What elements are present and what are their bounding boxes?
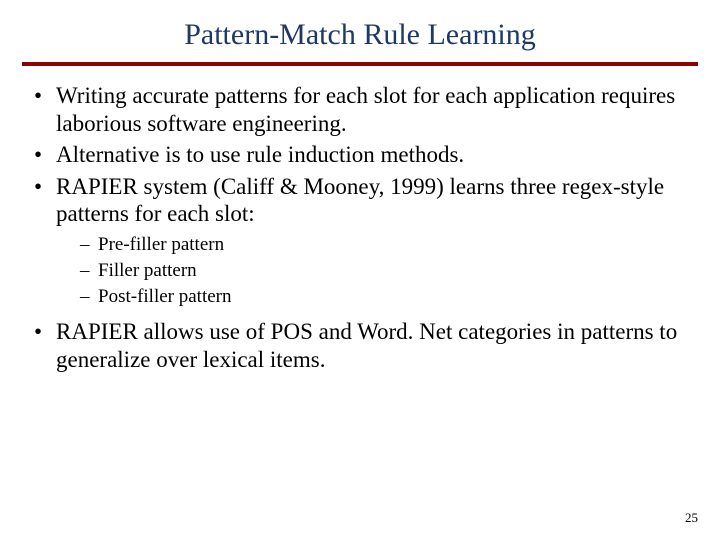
page-number: 25 xyxy=(685,510,698,526)
text-fragment: system (Califf & Mooney, 1999) learns th… xyxy=(56,174,664,227)
text-fragment: allows use of POS and Word. Net categori… xyxy=(56,319,677,372)
bullet-list: Writing accurate patterns for each slot … xyxy=(30,82,690,374)
smallcaps-text: APIER xyxy=(71,174,137,199)
bullet-text: RAPIER system (Califf & Mooney, 1999) le… xyxy=(56,174,664,227)
text-fragment: R xyxy=(56,319,71,344)
sub-bullet-text: Filler pattern xyxy=(98,260,197,281)
sub-bullet-item: Post-filler pattern xyxy=(80,286,690,309)
smallcaps-text: APIER xyxy=(71,319,137,344)
bullet-text: Writing accurate patterns for each slot … xyxy=(56,83,675,136)
sub-bullet-text: Post-filler pattern xyxy=(98,286,232,307)
bullet-item: Writing accurate patterns for each slot … xyxy=(30,82,690,137)
bullet-item: RAPIER allows use of POS and Word. Net c… xyxy=(30,318,690,373)
bullet-item: Alternative is to use rule induction met… xyxy=(30,141,690,169)
sub-bullet-list: Pre-filler pattern Filler pattern Post-f… xyxy=(56,234,690,308)
bullet-text: RAPIER allows use of POS and Word. Net c… xyxy=(56,319,677,372)
sub-bullet-text: Pre-filler pattern xyxy=(98,234,224,255)
bullet-item: RAPIER system (Califf & Mooney, 1999) le… xyxy=(30,173,690,309)
slide-body: Writing accurate patterns for each slot … xyxy=(0,66,720,374)
sub-bullet-item: Filler pattern xyxy=(80,260,690,283)
text-fragment: R xyxy=(56,174,71,199)
sub-bullet-item: Pre-filler pattern xyxy=(80,234,690,257)
slide: Pattern-Match Rule Learning Writing accu… xyxy=(0,0,720,540)
bullet-text: Alternative is to use rule induction met… xyxy=(56,142,464,167)
slide-title: Pattern-Match Rule Learning xyxy=(0,0,720,62)
